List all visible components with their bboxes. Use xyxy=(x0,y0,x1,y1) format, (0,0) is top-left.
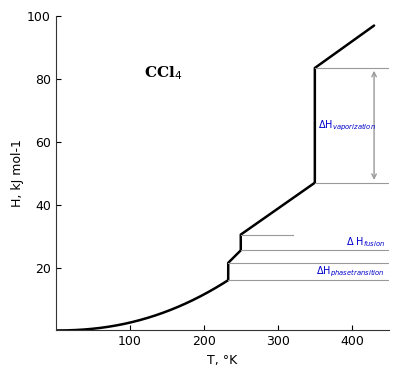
X-axis label: T, °K: T, °K xyxy=(207,354,237,367)
Text: ΔH$_{phase transition}$: ΔH$_{phase transition}$ xyxy=(316,264,385,279)
Y-axis label: H, kJ mol-1: H, kJ mol-1 xyxy=(11,139,24,207)
Text: ΔH$_{vaporization}$: ΔH$_{vaporization}$ xyxy=(318,118,376,133)
Text: Δ H$_{fusion}$: Δ H$_{fusion}$ xyxy=(346,235,385,249)
Text: CCl$_4$: CCl$_4$ xyxy=(144,64,183,82)
